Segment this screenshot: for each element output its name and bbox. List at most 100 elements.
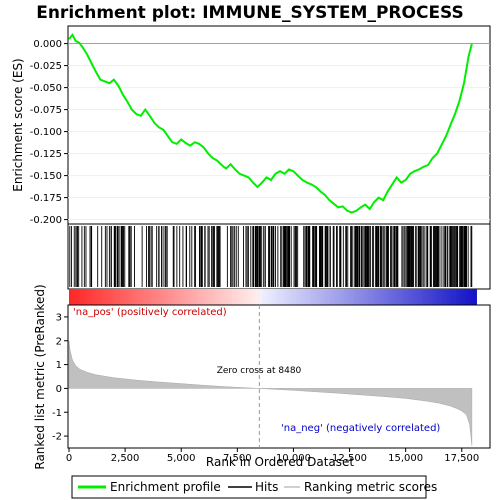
rank-band-segment (371, 289, 376, 305)
metric-y-tick-label: -2 (52, 432, 62, 443)
es-panel-frame (67, 25, 491, 225)
rank-band-segment (201, 289, 206, 305)
rank-band-segment (96, 289, 101, 305)
rank-band-segment (313, 289, 318, 305)
rank-band-segment (242, 289, 247, 305)
rank-band-segment (411, 289, 416, 305)
es-y-axis: 0.000 -0.025 -0.050 -0.075 -0.100 -0.125 -0.15… (30, 39, 68, 226)
rank-band-segment (449, 289, 454, 305)
rank-band-segment (174, 289, 179, 305)
es-y-tick-label: -0.025 (30, 61, 62, 72)
es-y-tick-label: -0.125 (30, 149, 62, 160)
rank-band-segment (184, 289, 189, 305)
rank-band-segment (398, 289, 403, 305)
legend-item-ranking: Ranking metric scores (284, 480, 437, 494)
metric-y-tick-label: 2 (56, 336, 62, 347)
rank-band-segment (231, 289, 236, 305)
rank-band-segment (143, 289, 148, 305)
hits-rug (69, 226, 473, 287)
legend-item-enrichment: Enrichment profile (78, 480, 221, 494)
rank-band-segment (401, 289, 406, 305)
rank-band-segment (388, 289, 393, 305)
rank-band-segment (92, 289, 97, 305)
rank-band-segment (265, 289, 270, 305)
rank-band-segment (123, 289, 128, 305)
es-grid (68, 43, 490, 221)
rank-band-segment (422, 289, 427, 305)
rank-band-segment (150, 289, 155, 305)
rank-band-segment (211, 289, 216, 305)
rank-band-segment (347, 289, 352, 305)
rank-band-segment (225, 289, 230, 305)
es-y-tick-label: -0.100 (30, 127, 62, 138)
legend-label-ranking: Ranking metric scores (304, 480, 437, 494)
rank-band-segment (272, 289, 277, 305)
rank-band-segment (269, 289, 274, 305)
rank-band-segment (357, 289, 362, 305)
rank-band-segment (340, 289, 345, 305)
rank-band-segment (435, 289, 440, 305)
rank-band-segment (221, 289, 226, 305)
metric-y-axis-title: Ranked list metric (PreRanked) (33, 284, 47, 469)
rank-band-segment (310, 289, 315, 305)
rank-band-segment (214, 289, 219, 305)
metric-x-tick-label: 0 (66, 453, 72, 464)
rank-band-segment (452, 289, 457, 305)
rank-band-segment (133, 289, 138, 305)
metric-x-tick-label: 17,500 (444, 453, 479, 464)
enrichment-profile-line (68, 32, 473, 214)
rank-band-segment (198, 289, 202, 305)
rank-band-segment (293, 289, 298, 305)
rank-band-segment (299, 289, 304, 305)
metric-x-axis: 0 2,500 5,000 7,500 10,000 12,500 15,000 17,500 (66, 448, 479, 464)
rank-band-segment (245, 289, 250, 305)
rank-band-segment (445, 289, 450, 305)
metric-x-tick-label: 2,500 (111, 453, 140, 464)
rank-band-segment (69, 289, 73, 305)
rank-band-segment (170, 289, 175, 305)
rank-band-segment (126, 289, 131, 305)
metric-y-tick-label: 3 (56, 312, 62, 323)
legend-label-enrichment: Enrichment profile (110, 480, 221, 494)
rank-band-segment (391, 289, 396, 305)
rank-band-segment (442, 289, 447, 305)
zero-cross-label: Zero cross at 8480 (217, 366, 302, 376)
rank-band-segment (286, 289, 291, 305)
es-y-tick-label: -0.150 (30, 171, 62, 182)
metric-panel-frame (67, 304, 491, 449)
rank-band-segment (459, 289, 464, 305)
rank-band-segment (354, 289, 359, 305)
es-y-tick-label: -0.050 (30, 83, 62, 94)
rank-band-segment (228, 289, 233, 305)
rank-band-segment (350, 289, 355, 305)
rank-band-segment (75, 289, 80, 305)
legend-item-hits: Hits (228, 480, 278, 494)
ranking-metric-area (68, 340, 473, 446)
rank-band-segment (337, 289, 342, 305)
metric-y-tick-label: -1 (52, 408, 62, 419)
positive-correlated-label: 'na_pos' (positively correlated) (73, 307, 227, 318)
rank-band-segment (187, 289, 192, 305)
rank-band-segment (262, 289, 267, 305)
rank-band-segment (259, 289, 264, 305)
rank-band-segment (147, 289, 152, 305)
rank-band-segment (119, 289, 124, 305)
rank-band-segment (439, 289, 444, 305)
rank-band-segment (466, 289, 471, 305)
rank-band-segment (106, 289, 111, 305)
rank-band-segment (394, 289, 399, 305)
metric-y-axis: 3 2 1 0 -1 -2 (52, 312, 68, 443)
rank-band-segment (248, 289, 253, 305)
rank-band-segment (82, 289, 87, 305)
rank-band-segment (177, 289, 182, 305)
rank-band-segment (306, 289, 311, 305)
rank-band-segment (408, 289, 413, 305)
rank-band-segment (102, 289, 107, 305)
rank-band-segment (238, 289, 243, 305)
rank-band-segment (276, 289, 281, 305)
rank-band-segment (164, 289, 169, 305)
es-y-tick-label: -0.075 (30, 105, 62, 116)
rank-band-segment (333, 289, 338, 305)
rank-band-segment (116, 289, 121, 305)
